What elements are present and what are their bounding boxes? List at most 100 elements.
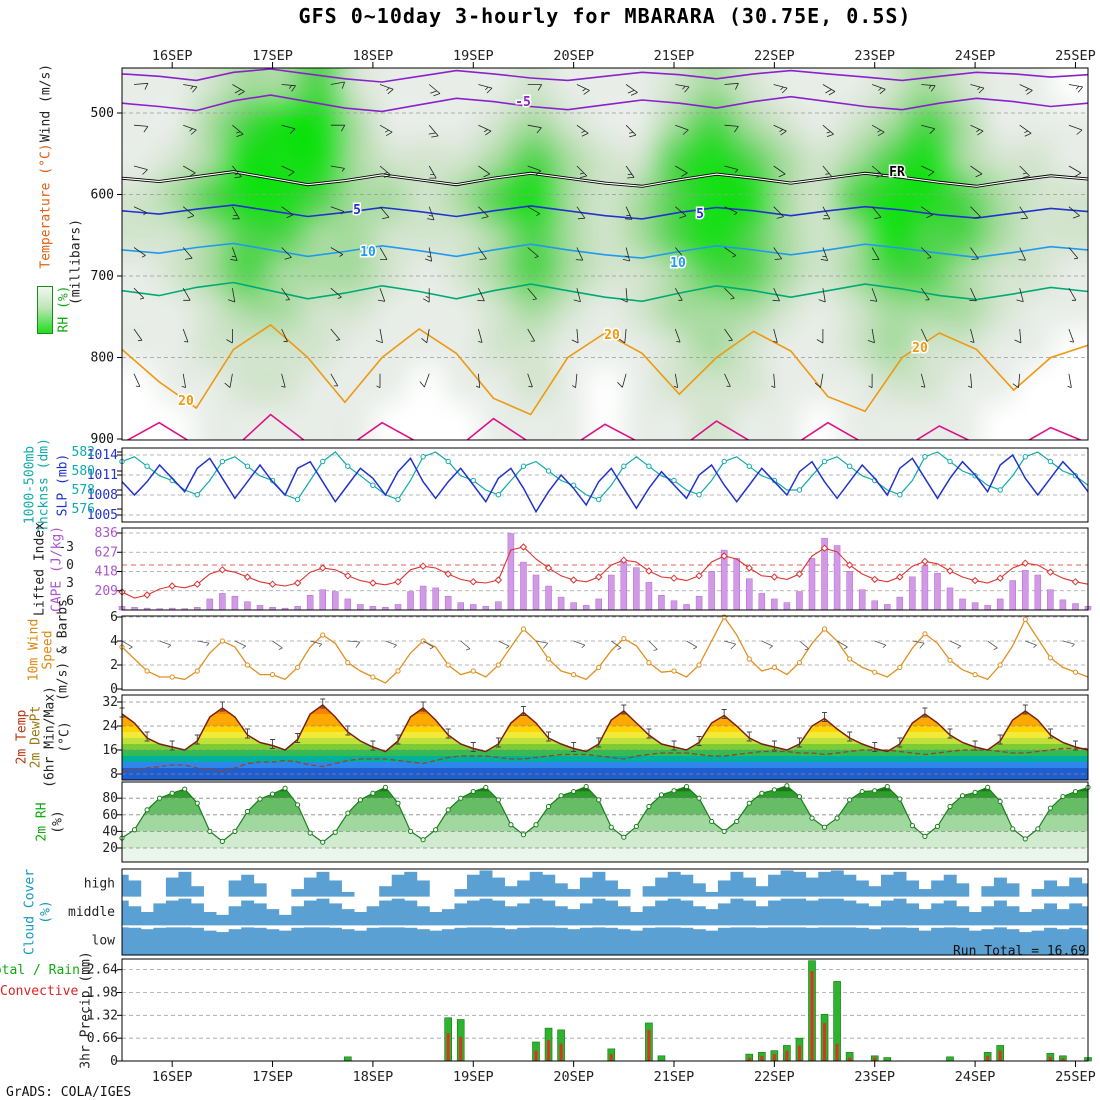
minmax-whisker xyxy=(571,742,577,752)
cloud-cell xyxy=(830,897,844,927)
cape-bar xyxy=(332,591,339,611)
tick-label: 18SEP xyxy=(353,48,394,64)
cloud-cell xyxy=(743,900,756,927)
cloud-cell xyxy=(391,897,405,927)
tick-label: 580 xyxy=(72,464,95,479)
li-marker xyxy=(519,543,528,551)
wind-barb xyxy=(987,640,998,650)
panel-border xyxy=(121,694,1089,781)
rh-marker xyxy=(558,793,564,799)
wind-barb xyxy=(330,124,346,132)
wind-barb xyxy=(1068,287,1077,301)
cape-bar xyxy=(582,605,590,611)
cloud-cell xyxy=(178,926,192,955)
wind-barb xyxy=(724,328,733,342)
cloud-cell xyxy=(479,870,493,898)
wind-barb xyxy=(379,206,390,219)
minmax-whisker xyxy=(621,704,627,715)
precip-convective-bar xyxy=(459,1036,463,1061)
wind-barb xyxy=(921,165,935,177)
cape-bar xyxy=(608,574,615,611)
wind-barb xyxy=(232,206,240,220)
cloud-cell xyxy=(165,900,179,927)
cloud-cell xyxy=(122,874,129,898)
cloud-cell xyxy=(843,900,857,927)
cape-bar xyxy=(532,574,540,611)
cloud-cell xyxy=(1006,906,1020,927)
wind-speed-marker xyxy=(671,668,677,674)
rh-marker xyxy=(621,834,627,840)
li-marker xyxy=(319,564,327,572)
cape-bar xyxy=(746,578,753,611)
wind-speed-marker xyxy=(345,660,351,666)
cape-bar xyxy=(833,545,841,611)
wind-barb xyxy=(1019,124,1032,137)
cloud-cell xyxy=(140,912,154,927)
thickness-marker xyxy=(796,487,803,493)
wind-speed-marker xyxy=(445,662,451,668)
minmax-whisker xyxy=(169,740,175,751)
cloud-cell xyxy=(717,903,731,927)
rh-marker xyxy=(395,800,401,806)
rh-marker xyxy=(169,790,175,796)
thickness-marker xyxy=(194,492,200,498)
rh-marker xyxy=(821,824,828,830)
cape-bar xyxy=(457,602,464,611)
thickness-marker xyxy=(370,482,376,488)
minmax-whisker xyxy=(721,709,727,719)
thickness-marker xyxy=(520,463,527,469)
tick-label: 0 xyxy=(110,1054,118,1069)
wind-barb xyxy=(1068,206,1080,219)
thickness-marker xyxy=(545,468,552,474)
cape-bar xyxy=(545,585,552,611)
thickness-marker xyxy=(320,458,326,465)
wind-barb xyxy=(949,640,962,649)
tick-label: 1.32 xyxy=(87,1008,118,1023)
wind-speed-marker xyxy=(621,636,627,642)
li-marker xyxy=(243,573,252,581)
x-axis: 16SEP 16SEP 17SEP 17SEP 18SEP 18SEP 19SEP 19SEP… xyxy=(152,48,1096,1085)
wind-barb xyxy=(571,328,579,344)
rh-marker xyxy=(608,824,614,830)
tick-label: 24SEP xyxy=(955,48,996,64)
tick-label: 0.66 xyxy=(87,1031,118,1046)
cloud-cell xyxy=(843,926,857,955)
wind-barb xyxy=(422,288,430,303)
tick-label: 700 xyxy=(91,269,114,284)
wind-barb xyxy=(874,640,887,649)
wind-barb xyxy=(625,84,638,96)
precip-convective-bar xyxy=(446,1033,450,1061)
cape-bar xyxy=(432,587,439,611)
minmax-whisker xyxy=(746,731,752,742)
cloud-cell xyxy=(705,930,719,955)
tick-label: 600 xyxy=(91,188,114,203)
tick-label: middle xyxy=(68,905,115,920)
rh-marker xyxy=(809,815,815,821)
rh-marker xyxy=(796,793,803,800)
wind-barb xyxy=(181,373,186,388)
li-marker xyxy=(745,564,753,572)
precip-total-bar xyxy=(344,1056,352,1062)
rh-marker xyxy=(219,838,225,844)
cloud-cell xyxy=(253,927,267,955)
wind-barb xyxy=(427,206,435,221)
cloud-cell xyxy=(931,880,945,898)
cloud-cell xyxy=(542,900,556,927)
cloud-cell xyxy=(692,929,706,955)
rh-marker xyxy=(131,827,138,833)
wind-barb xyxy=(772,288,780,302)
cloud-cell xyxy=(454,889,468,898)
rh-marker xyxy=(784,783,790,789)
cloud-cell xyxy=(391,874,405,898)
wind-barb xyxy=(330,328,341,341)
y-label-cloud-cover: Cloud Cover xyxy=(22,868,38,956)
wind-barb xyxy=(970,328,975,343)
cloud-cell xyxy=(667,871,681,898)
cloud-cell xyxy=(253,903,267,927)
tick-label: 25SEP xyxy=(1055,1069,1096,1085)
wind-barb xyxy=(1019,165,1030,179)
wind-barb xyxy=(814,373,824,388)
rh-fill-bands xyxy=(122,785,1088,862)
wind-barb xyxy=(379,165,392,178)
wind-barb xyxy=(428,165,437,179)
